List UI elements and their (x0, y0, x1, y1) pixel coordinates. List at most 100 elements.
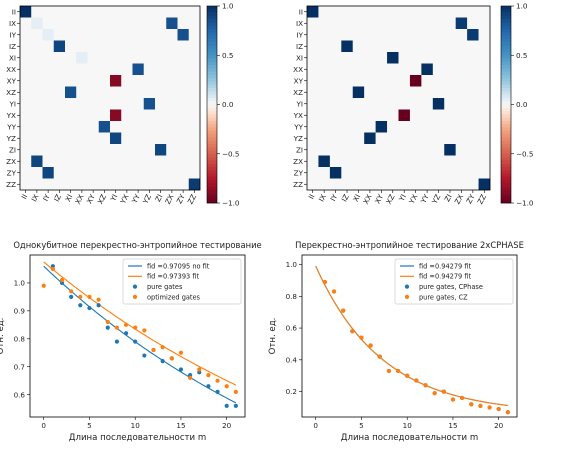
heatmap-cell (76, 86, 88, 99)
x-axis-label: Длина последовательности m (341, 433, 478, 443)
heatmap-cell (98, 121, 111, 133)
heatmap-cell (53, 40, 66, 53)
colorbar-segment (207, 140, 217, 145)
heatmap-cell (188, 86, 201, 99)
heatmap-cell (398, 29, 411, 41)
data-point (215, 389, 220, 394)
heatmap-cell (409, 6, 422, 18)
heatmap-cell (53, 155, 66, 168)
colorbar-segment (501, 163, 511, 168)
colorbar-segment (207, 163, 217, 168)
heatmap-cell (307, 167, 319, 179)
heatmap-cell (455, 132, 468, 145)
colorbar-segment (501, 104, 511, 109)
y-tick-label: ZZ (293, 180, 303, 189)
heatmap-cell (421, 75, 434, 87)
x-tick-label: IY (41, 192, 52, 203)
colorbar-segment (501, 55, 511, 59)
heatmap-cell (409, 178, 422, 191)
y-tick-label: 0.6 (14, 390, 26, 399)
heatmap-cell (53, 75, 66, 87)
legend-point-swatch (132, 294, 138, 299)
data-point (78, 303, 83, 308)
heatmap-cell (166, 86, 178, 99)
heatmap-cell (375, 63, 388, 76)
fit-line (43, 261, 237, 386)
data-point (206, 373, 211, 378)
data-point (368, 343, 373, 348)
colorbar-segment (207, 173, 217, 178)
heatmap-cell (65, 17, 77, 30)
y-tick-label: YX (293, 111, 303, 120)
heatmap-cell (155, 132, 167, 145)
heatmap-cell (352, 109, 365, 122)
colorbar-segment (501, 48, 511, 53)
heatmap-1: IIIIIXIXIYIYIZIZXIXIXXXXXYXYXZXZYIYIYXYX… (293, 2, 534, 208)
x-tick-label: YI (108, 193, 119, 204)
heatmap-cell (432, 144, 445, 156)
heatmap-cell (444, 75, 456, 87)
heatmap-cell (409, 52, 422, 64)
heatmap-cell (409, 132, 422, 145)
heatmap-cell (421, 29, 434, 41)
data-point (78, 294, 83, 299)
heatmap-cell (387, 98, 399, 110)
data-point (123, 322, 129, 327)
heatmap-cell (329, 121, 342, 133)
colorbar-segment (501, 25, 511, 30)
colorbar-segment (207, 81, 217, 86)
x-tick-label: YY (418, 192, 431, 205)
colorbar-tick-label: 1.0 (222, 2, 234, 11)
data-point (469, 402, 474, 407)
heatmap-cell (155, 178, 167, 191)
heatmap-cell (307, 155, 319, 168)
data-point (322, 279, 327, 285)
colorbar-segment (501, 42, 511, 46)
y-tick-label: YI (8, 99, 16, 108)
data-point (188, 375, 193, 380)
heatmap-cell (31, 121, 43, 133)
heatmap-cell (398, 63, 411, 76)
heatmap-cell (143, 63, 156, 76)
heatmap-cell (387, 40, 399, 53)
heatmap-cell (352, 17, 365, 30)
heatmap-cell (352, 121, 365, 133)
heatmap-cell (421, 63, 434, 76)
x-tick-label: II (19, 193, 29, 201)
heatmap-cell (31, 75, 43, 87)
heatmap-cell (31, 86, 43, 99)
y-tick-label: II (299, 7, 303, 16)
x-tick-label: IZ (52, 193, 63, 204)
heatmap-cell (143, 52, 156, 64)
heatmap-cell (478, 17, 491, 30)
colorbar-segment (207, 94, 217, 99)
heatmap-cell (20, 144, 32, 156)
heatmap-0: IIIIIXIXIYIYIZIZXIXIXXXXXYXYXZXZYIYIYXYX… (6, 2, 240, 208)
data-point (151, 347, 156, 353)
colorbar-segment (501, 193, 511, 197)
heatmap-cell (87, 52, 99, 64)
heatmap-cell (455, 144, 468, 156)
x-tick-label: IX (29, 193, 40, 204)
heatmap-cell (121, 29, 133, 41)
heatmap-cell (432, 29, 445, 41)
heatmap-cell (143, 167, 156, 179)
heatmap-cell (329, 63, 342, 76)
heatmap-cell (65, 98, 77, 110)
heatmap-cell (318, 144, 331, 156)
x-tick-label: 15 (448, 421, 457, 430)
heatmap-cell (375, 178, 388, 191)
heatmap-cell (352, 75, 365, 87)
colorbar-segment (501, 143, 511, 148)
heatmap-cell (478, 178, 491, 191)
data-point (59, 278, 65, 283)
heatmap-cell (76, 109, 88, 122)
heatmap-cell (341, 17, 353, 30)
heatmap-cell (455, 98, 468, 110)
heatmap-cell (478, 40, 491, 53)
colorbar-segment (207, 68, 217, 72)
heatmap-cell (143, 144, 156, 156)
colorbar-segment (207, 124, 217, 128)
colorbar-segment (501, 147, 511, 151)
heatmap-cell (307, 144, 319, 156)
